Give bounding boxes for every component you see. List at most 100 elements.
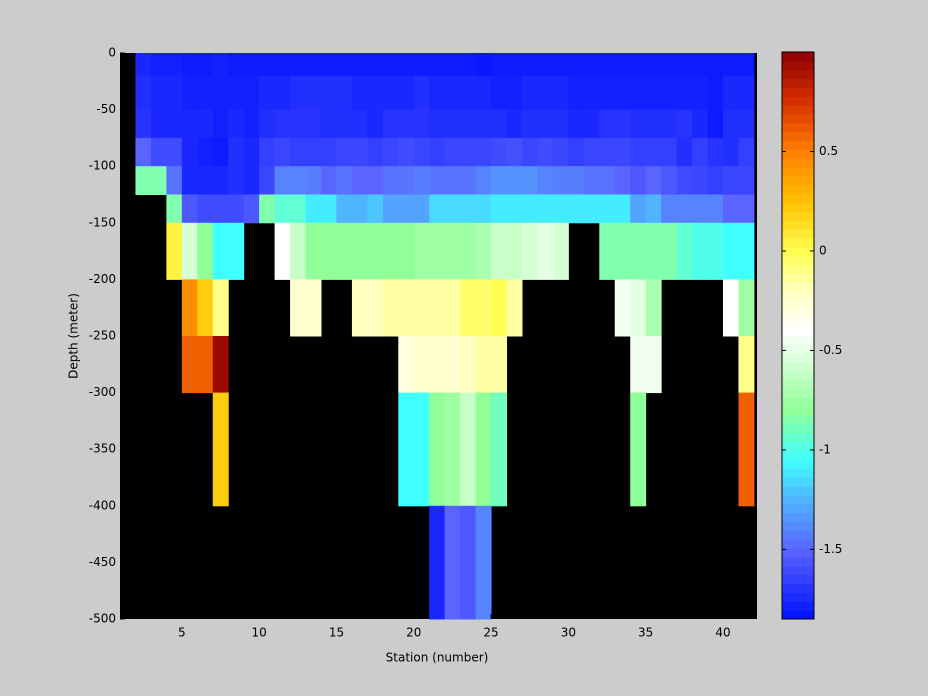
heat-cell xyxy=(614,137,631,167)
colorbar-tick-label: -1 xyxy=(819,442,831,456)
heat-cell xyxy=(521,109,538,139)
heat-cell xyxy=(645,109,662,139)
colorbar-step xyxy=(782,122,814,133)
heat-cell xyxy=(475,109,492,139)
heat-cell xyxy=(382,166,399,195)
heat-cell xyxy=(166,222,183,280)
heat-cell xyxy=(537,166,554,195)
heat-cell xyxy=(429,53,446,77)
heat-cell xyxy=(460,166,477,195)
heat-cell xyxy=(645,279,662,337)
colorbar-step xyxy=(782,459,814,469)
heat-cell xyxy=(367,137,384,167)
heat-cell xyxy=(506,222,523,280)
heat-cell xyxy=(568,194,585,224)
heat-cell xyxy=(290,53,307,77)
colorbar-step xyxy=(782,539,814,549)
heat-cell xyxy=(738,392,755,507)
heat-cell xyxy=(707,75,724,111)
heat-cell xyxy=(599,53,616,77)
heat-cell xyxy=(491,279,508,337)
heat-cell xyxy=(630,194,647,224)
x-tick-label: 30 xyxy=(561,626,576,640)
heat-cell xyxy=(661,222,678,280)
y-tick-label: -200 xyxy=(89,272,116,286)
heat-cell xyxy=(738,194,755,224)
heat-cell xyxy=(181,109,198,139)
heat-cell xyxy=(290,279,307,337)
colorbar-step xyxy=(782,308,814,319)
heat-cell xyxy=(614,109,631,139)
heat-cell xyxy=(521,53,538,77)
y-tick-label: -350 xyxy=(89,442,116,456)
heat-cell xyxy=(212,194,229,224)
colorbar-step xyxy=(782,87,814,97)
heat-cell xyxy=(738,109,755,139)
y-tick-label: -100 xyxy=(89,159,116,173)
colorbar-step xyxy=(782,176,814,186)
heat-cell xyxy=(320,166,337,195)
heat-cell xyxy=(212,75,229,111)
heat-cell xyxy=(243,109,260,139)
heat-cell xyxy=(614,75,631,111)
heat-cell xyxy=(305,194,322,224)
heat-cell xyxy=(692,166,709,195)
colorbar-step xyxy=(782,583,814,593)
heat-cell xyxy=(429,336,446,394)
colorbar-step xyxy=(782,238,814,248)
heat-cell xyxy=(444,166,461,195)
colorbar-step xyxy=(782,556,814,567)
heat-cell xyxy=(197,53,214,77)
colorbar-step xyxy=(782,415,814,425)
heat-cell xyxy=(429,392,446,507)
heat-cell xyxy=(521,137,538,167)
x-tick-label: 5 xyxy=(178,626,186,640)
heat-cell xyxy=(738,53,755,77)
heat-cell xyxy=(212,392,229,507)
heat-cell xyxy=(692,222,709,280)
heat-cell xyxy=(259,166,276,195)
heat-cell xyxy=(135,75,152,111)
heat-cell xyxy=(583,53,600,77)
heat-cell xyxy=(722,222,739,280)
heat-cell xyxy=(274,222,291,280)
heat-cell xyxy=(336,166,353,195)
heat-cell xyxy=(599,166,616,195)
colorbar-step xyxy=(782,140,814,150)
heat-cell xyxy=(738,75,755,111)
colorbar-step xyxy=(782,601,814,611)
heat-cell xyxy=(398,279,415,337)
heat-cell xyxy=(351,194,368,224)
heat-cell xyxy=(475,75,492,111)
x-tick-label: 25 xyxy=(483,626,498,640)
heat-cell xyxy=(568,75,585,111)
heat-cell xyxy=(491,336,508,394)
heat-cell xyxy=(429,166,446,195)
heat-cell xyxy=(506,137,523,167)
heat-cell xyxy=(676,109,693,139)
heat-cell xyxy=(413,336,430,394)
heat-cell xyxy=(692,109,709,139)
colorbar-step xyxy=(782,512,814,523)
colorbar-step xyxy=(782,521,814,531)
heat-cell xyxy=(212,222,229,280)
heat-cell xyxy=(552,222,569,280)
colorbar-step xyxy=(782,370,814,381)
heat-cell xyxy=(212,53,229,77)
heat-cell xyxy=(460,279,477,337)
colorbar-tick-label: -0.5 xyxy=(819,343,842,357)
heat-cell xyxy=(583,75,600,111)
colorbar-tick-label: -1.5 xyxy=(819,542,842,556)
heat-cell xyxy=(398,166,415,195)
heat-cell xyxy=(228,109,245,139)
heat-cell xyxy=(661,194,678,224)
heat-cell xyxy=(537,137,554,167)
colorbar-step xyxy=(782,78,814,88)
colorbar-step xyxy=(782,362,814,372)
x-tick-label: 15 xyxy=(329,626,344,640)
heat-cell xyxy=(274,75,291,111)
heat-cell xyxy=(521,222,538,280)
heat-cell xyxy=(259,75,276,111)
colorbar-step xyxy=(782,565,814,576)
heat-cell xyxy=(444,279,461,337)
